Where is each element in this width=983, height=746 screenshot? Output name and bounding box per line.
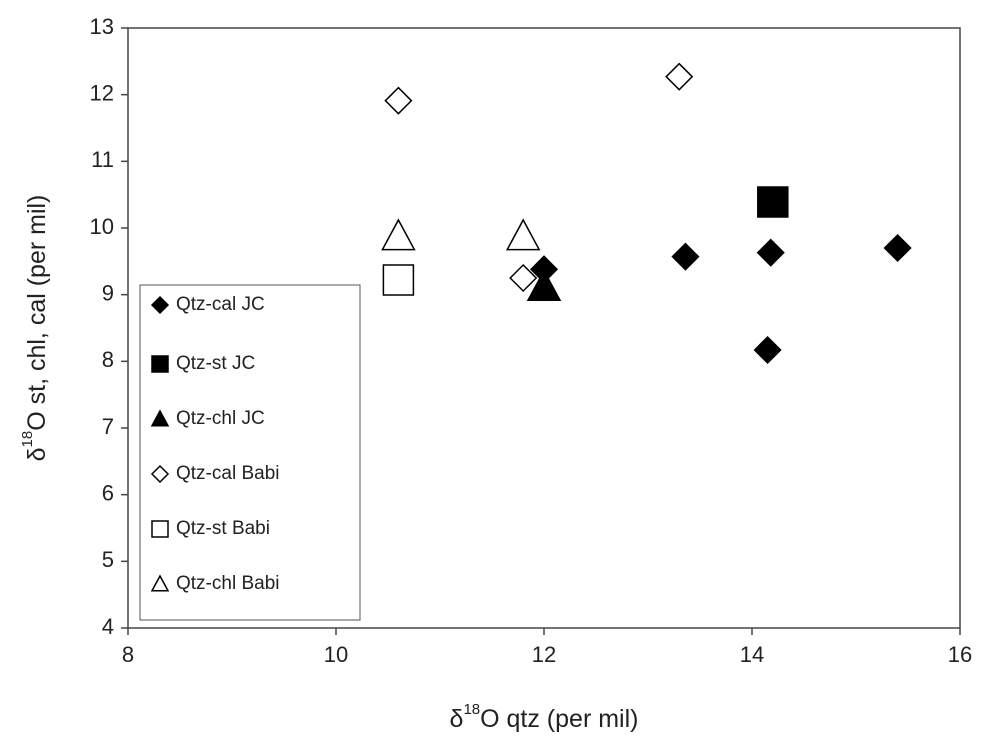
point bbox=[384, 86, 413, 115]
y-tick-label: 10 bbox=[90, 214, 114, 239]
x-tick-label: 10 bbox=[324, 642, 348, 667]
legend-box bbox=[139, 284, 361, 621]
legend-label: Qtz-st Babi bbox=[176, 518, 270, 539]
point bbox=[526, 269, 562, 302]
legend-label: Qtz-cal Babi bbox=[176, 463, 279, 484]
x-axis-label: δ18O qtz (per mil) bbox=[450, 701, 639, 733]
y-tick-label: 13 bbox=[90, 14, 114, 39]
x-label-prefix: δ bbox=[450, 705, 464, 733]
y-tick-label: 6 bbox=[102, 480, 114, 505]
point bbox=[757, 186, 789, 218]
legend-marker bbox=[150, 464, 170, 484]
x-tick-label: 12 bbox=[532, 642, 556, 667]
y-label-sup: 18 bbox=[19, 431, 36, 448]
y-tick-label: 8 bbox=[102, 347, 114, 372]
x-tick-label: 16 bbox=[948, 642, 972, 667]
y-tick-label: 5 bbox=[102, 547, 114, 572]
legend-label: Qtz-st JC bbox=[176, 353, 255, 374]
legend-marker bbox=[151, 520, 169, 538]
legend-label: Qtz-chl JC bbox=[176, 408, 265, 429]
legend-marker bbox=[151, 355, 169, 373]
point bbox=[381, 218, 416, 251]
y-tick-label: 9 bbox=[102, 280, 114, 305]
point bbox=[505, 218, 541, 251]
point bbox=[509, 263, 538, 293]
point bbox=[756, 238, 785, 267]
point bbox=[753, 335, 782, 365]
y-label-text: O st, chl, cal (per mil) bbox=[23, 195, 51, 431]
legend-label: Qtz-cal JC bbox=[176, 294, 265, 315]
legend-marker bbox=[150, 295, 170, 315]
point bbox=[671, 242, 700, 271]
point bbox=[883, 233, 912, 263]
y-tick-label: 7 bbox=[102, 414, 114, 439]
x-label-sup: 18 bbox=[463, 701, 480, 718]
legend-marker bbox=[150, 574, 170, 592]
point bbox=[382, 264, 415, 296]
x-label-text: O qtz (per mil) bbox=[480, 705, 638, 733]
y-tick-label: 4 bbox=[102, 614, 114, 639]
x-tick-label: 8 bbox=[122, 642, 134, 667]
point bbox=[665, 62, 694, 91]
y-tick-label: 12 bbox=[90, 80, 114, 105]
legend-marker bbox=[150, 409, 170, 427]
y-tick-label: 11 bbox=[91, 147, 114, 172]
legend-label: Qtz-chl Babi bbox=[176, 573, 279, 594]
y-label-prefix: δ bbox=[23, 447, 51, 461]
y-axis-label: δ18O st, chl, cal (per mil) bbox=[19, 195, 51, 462]
x-tick-label: 14 bbox=[740, 642, 764, 667]
